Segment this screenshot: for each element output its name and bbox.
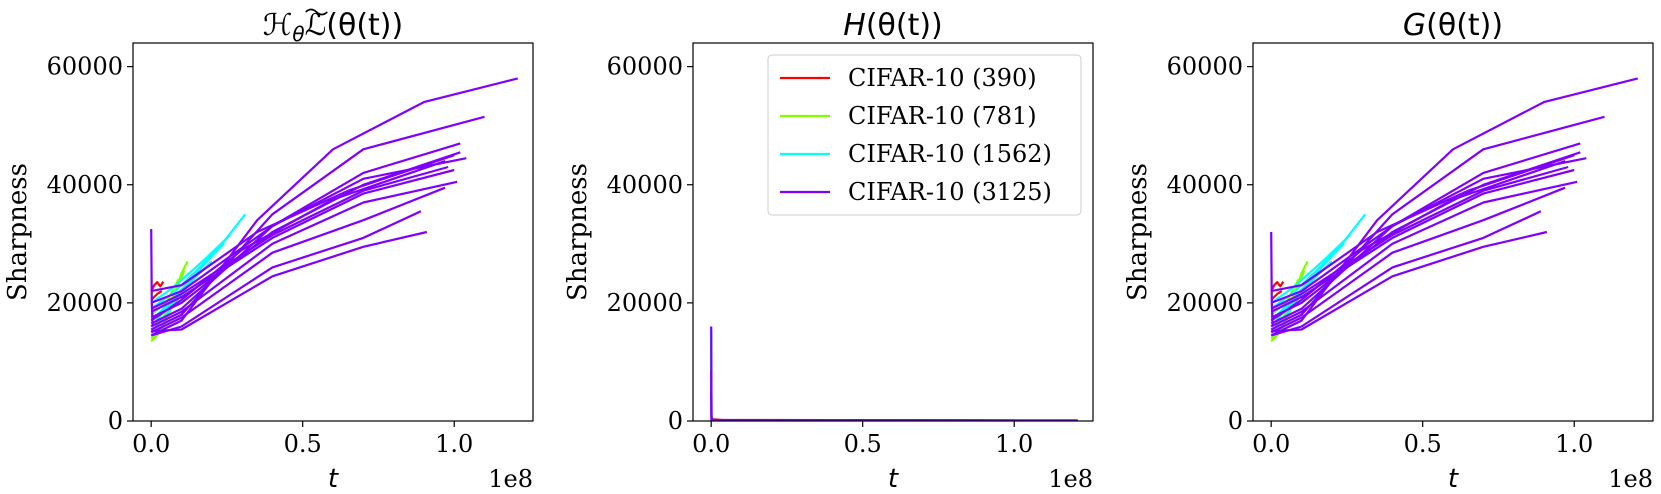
legend: CIFAR-10 (390) CIFAR-10 (781) CIFAR-10 (15… [767,54,1082,216]
x-tick-label: 1.0 [995,430,1033,458]
x-offset-text: 1e8 [1048,465,1093,493]
y-axis-label: Sharpness [1123,163,1153,301]
legend-label: CIFAR-10 (390) [848,64,1037,92]
series-line-10390-1 [710,338,727,421]
series-line-103125-11 [1270,165,1569,310]
y-tick-label: 0 [1228,407,1243,435]
series-line-103125-1 [1270,77,1639,337]
legend-label: CIFAR-10 (781) [848,102,1037,130]
series-line-103125-7 [1270,186,1566,334]
series-line-101562-1 [710,329,806,421]
panel-3: 0 20000 40000 60000 0.0 0.5 1.0 1e8 t Sharpness G(… [1123,8,1654,494]
x-tick-label: 0.0 [132,430,170,458]
series-line-10390-2 [150,290,163,301]
legend-box [767,54,1082,216]
x-axis-label: t [328,464,339,494]
series-line-103125-12 [1270,154,1575,293]
y-axis-label: Sharpness [563,163,593,301]
series-line-10781-1 [710,332,748,421]
series-line-103125-12 [150,154,455,293]
plot-lines [150,77,519,343]
y-tick-label: 40000 [1167,171,1243,199]
series-line-103125-2 [710,370,1015,421]
series-line-101562-3 [150,243,225,310]
plot-lines [710,326,1078,421]
axes-frame [132,42,534,422]
series-line-103125-1 [710,326,1078,421]
y-tick-label: 60000 [47,53,123,81]
legend-label: CIFAR-10 (3125) [848,178,1052,206]
series-line-103125-9 [1271,230,1548,333]
series-line-103125-13 [1270,160,1566,322]
y-tick-label: 0 [668,407,683,435]
x-tick-label: 0.5 [844,430,882,458]
panel-title: H(θ(t)) [843,8,943,43]
y-tick-label: 20000 [607,289,683,317]
x-tick-label: 0.0 [692,430,730,458]
series-line-10390-1 [1270,281,1285,292]
y-axis-label: Sharpness [3,163,33,301]
x-offset-text: 1e8 [488,465,533,493]
series-line-103125-6 [1270,180,1578,328]
series-line-10390-1 [150,281,165,292]
panel-2: 0 20000 40000 60000 0.0 0.5 1.0 1e8 t Sharpness H(… [563,8,1094,494]
series-line-103125-13 [150,160,446,322]
series-line-101562-3 [1270,243,1345,310]
panel-1: 0 20000 40000 60000 0.0 0.5 1.0 1e8 t Sharpness ℋθ… [3,8,534,494]
x-axis-label: t [1448,464,1459,494]
series-line-103125-3 [710,391,984,421]
y-tick-label: 40000 [47,171,123,199]
x-axis-label: t [888,464,899,494]
x-tick-label: 0.5 [284,430,322,458]
series-line-103125-8 [1270,210,1542,337]
series-line-103125-9 [151,230,428,333]
legend-label: CIFAR-10 (1562) [848,140,1052,168]
y-tick-label: 20000 [1167,289,1243,317]
y-tick-label: 60000 [607,53,683,81]
series-line-103125-11 [150,165,449,310]
series-line-103125-6 [150,180,458,328]
x-tick-label: 1.0 [1555,430,1593,458]
y-tick-label: 60000 [1167,53,1243,81]
tilde-accent [305,8,328,16]
y-tick-label: 20000 [47,289,123,317]
series-line-101562-4 [1270,234,1351,304]
series-line-103125-14 [1270,231,1274,327]
plot-lines [1270,77,1639,343]
series-line-103125-8 [150,210,422,337]
panel-title: ℋθℒ(θ(t)) [263,8,403,46]
series-line-103125-1 [150,77,519,337]
series-line-10390-2 [1270,290,1283,301]
x-offset-text: 1e8 [1608,465,1653,493]
x-tick-label: 1.0 [435,430,473,458]
series-line-103125-14 [150,228,154,327]
panel-title: G(θ(t)) [1403,8,1503,43]
axes-frame [692,42,1094,422]
series-line-103125-2 [1270,115,1605,331]
series-line-103125-7 [150,186,446,334]
series-line-103125-5 [150,168,455,313]
series-line-103125-5 [1270,168,1575,313]
x-tick-label: 0.5 [1404,430,1442,458]
y-tick-label: 40000 [607,171,683,199]
x-tick-label: 0.0 [1252,430,1290,458]
series-line-101562-4 [150,234,231,304]
y-tick-label: 0 [108,407,123,435]
axes-frame [1252,42,1654,422]
series-line-103125-2 [150,115,485,331]
